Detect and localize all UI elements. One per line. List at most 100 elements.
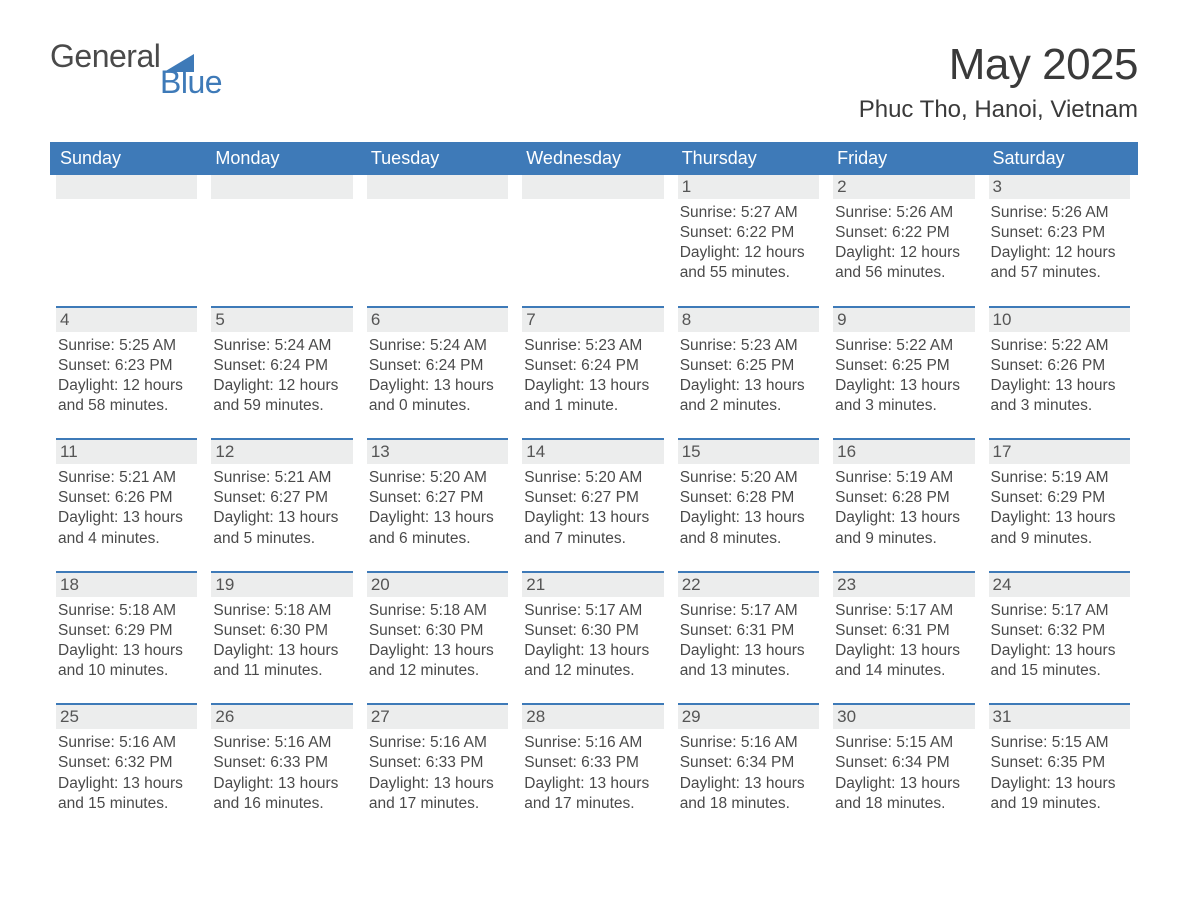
day-details: Sunrise: 5:16 AMSunset: 6:33 PMDaylight:…: [522, 729, 663, 814]
daylight-text: Daylight: 13 hours and 12 minutes.: [524, 641, 661, 681]
daylight-text: Daylight: 13 hours and 1 minute.: [524, 376, 661, 416]
day-details: Sunrise: 5:18 AMSunset: 6:30 PMDaylight:…: [211, 597, 352, 682]
sunrise-text: Sunrise: 5:17 AM: [991, 601, 1128, 621]
sunset-text: Sunset: 6:27 PM: [369, 488, 506, 508]
daylight-text: Daylight: 13 hours and 17 minutes.: [524, 774, 661, 814]
daylight-text: Daylight: 13 hours and 6 minutes.: [369, 508, 506, 548]
day-number-strip: 8: [678, 306, 819, 332]
sunrise-text: Sunrise: 5:16 AM: [524, 733, 661, 753]
calendar-cell: [50, 175, 205, 306]
brand-logo: General Blue: [50, 40, 222, 98]
calendar-table: SundayMondayTuesdayWednesdayThursdayFrid…: [50, 142, 1138, 836]
day-number-strip: 7: [522, 306, 663, 332]
day-number-strip: 9: [833, 306, 974, 332]
day-number-strip: 19: [211, 571, 352, 597]
daylight-text: Daylight: 13 hours and 9 minutes.: [835, 508, 972, 548]
calendar-cell: 4Sunrise: 5:25 AMSunset: 6:23 PMDaylight…: [50, 306, 205, 439]
daylight-text: Daylight: 13 hours and 7 minutes.: [524, 508, 661, 548]
daylight-text: Daylight: 13 hours and 15 minutes.: [991, 641, 1128, 681]
sunrise-text: Sunrise: 5:27 AM: [680, 203, 817, 223]
calendar-cell: [205, 175, 360, 306]
sunset-text: Sunset: 6:33 PM: [524, 753, 661, 773]
day-number-strip: 20: [367, 571, 508, 597]
sunset-text: Sunset: 6:27 PM: [524, 488, 661, 508]
sunset-text: Sunset: 6:23 PM: [991, 223, 1128, 243]
sunset-text: Sunset: 6:28 PM: [835, 488, 972, 508]
sunset-text: Sunset: 6:31 PM: [680, 621, 817, 641]
calendar-cell: 23Sunrise: 5:17 AMSunset: 6:31 PMDayligh…: [827, 571, 982, 704]
sunset-text: Sunset: 6:22 PM: [680, 223, 817, 243]
calendar-body: 1Sunrise: 5:27 AMSunset: 6:22 PMDaylight…: [50, 175, 1138, 836]
day-number-strip: [211, 175, 352, 199]
day-number-strip: 17: [989, 438, 1130, 464]
weekday-header: Friday: [827, 142, 982, 175]
day-number-strip: 14: [522, 438, 663, 464]
sunrise-text: Sunrise: 5:24 AM: [369, 336, 506, 356]
day-number-strip: 22: [678, 571, 819, 597]
calendar-cell: 25Sunrise: 5:16 AMSunset: 6:32 PMDayligh…: [50, 703, 205, 836]
sunrise-text: Sunrise: 5:20 AM: [680, 468, 817, 488]
day-number-strip: 29: [678, 703, 819, 729]
daylight-text: Daylight: 13 hours and 15 minutes.: [58, 774, 195, 814]
calendar-cell: 26Sunrise: 5:16 AMSunset: 6:33 PMDayligh…: [205, 703, 360, 836]
day-number-strip: 30: [833, 703, 974, 729]
day-details: Sunrise: 5:15 AMSunset: 6:34 PMDaylight:…: [833, 729, 974, 814]
daylight-text: Daylight: 13 hours and 12 minutes.: [369, 641, 506, 681]
calendar-cell: 1Sunrise: 5:27 AMSunset: 6:22 PMDaylight…: [672, 175, 827, 306]
daylight-text: Daylight: 13 hours and 0 minutes.: [369, 376, 506, 416]
daylight-text: Daylight: 13 hours and 9 minutes.: [991, 508, 1128, 548]
sunrise-text: Sunrise: 5:16 AM: [58, 733, 195, 753]
sunrise-text: Sunrise: 5:15 AM: [835, 733, 972, 753]
calendar-cell: 2Sunrise: 5:26 AMSunset: 6:22 PMDaylight…: [827, 175, 982, 306]
day-details: Sunrise: 5:17 AMSunset: 6:32 PMDaylight:…: [989, 597, 1130, 682]
day-number-strip: 12: [211, 438, 352, 464]
header-row: General Blue May 2025 Phuc Tho, Hanoi, V…: [50, 40, 1138, 124]
sunset-text: Sunset: 6:31 PM: [835, 621, 972, 641]
calendar-cell: 21Sunrise: 5:17 AMSunset: 6:30 PMDayligh…: [516, 571, 671, 704]
day-details: Sunrise: 5:25 AMSunset: 6:23 PMDaylight:…: [56, 332, 197, 417]
sunset-text: Sunset: 6:33 PM: [213, 753, 350, 773]
sunset-text: Sunset: 6:25 PM: [835, 356, 972, 376]
sunrise-text: Sunrise: 5:16 AM: [369, 733, 506, 753]
day-details: Sunrise: 5:26 AMSunset: 6:22 PMDaylight:…: [833, 199, 974, 284]
day-number-strip: 4: [56, 306, 197, 332]
daylight-text: Daylight: 13 hours and 2 minutes.: [680, 376, 817, 416]
day-number-strip: 5: [211, 306, 352, 332]
sunrise-text: Sunrise: 5:21 AM: [58, 468, 195, 488]
calendar-cell: 27Sunrise: 5:16 AMSunset: 6:33 PMDayligh…: [361, 703, 516, 836]
day-details: Sunrise: 5:16 AMSunset: 6:33 PMDaylight:…: [367, 729, 508, 814]
calendar-cell: 28Sunrise: 5:16 AMSunset: 6:33 PMDayligh…: [516, 703, 671, 836]
calendar-cell: 15Sunrise: 5:20 AMSunset: 6:28 PMDayligh…: [672, 438, 827, 571]
day-details: Sunrise: 5:27 AMSunset: 6:22 PMDaylight:…: [678, 199, 819, 284]
sunrise-text: Sunrise: 5:26 AM: [991, 203, 1128, 223]
sunset-text: Sunset: 6:24 PM: [369, 356, 506, 376]
sunrise-text: Sunrise: 5:24 AM: [213, 336, 350, 356]
sunset-text: Sunset: 6:22 PM: [835, 223, 972, 243]
day-details: Sunrise: 5:18 AMSunset: 6:29 PMDaylight:…: [56, 597, 197, 682]
weekday-header: Wednesday: [516, 142, 671, 175]
day-number-strip: 31: [989, 703, 1130, 729]
day-number-strip: 16: [833, 438, 974, 464]
sunrise-text: Sunrise: 5:19 AM: [835, 468, 972, 488]
sunset-text: Sunset: 6:33 PM: [369, 753, 506, 773]
day-number-strip: 3: [989, 175, 1130, 199]
calendar-week-row: 1Sunrise: 5:27 AMSunset: 6:22 PMDaylight…: [50, 175, 1138, 306]
day-number-strip: 13: [367, 438, 508, 464]
day-number-strip: 10: [989, 306, 1130, 332]
day-number-strip: [56, 175, 197, 199]
calendar-cell: 13Sunrise: 5:20 AMSunset: 6:27 PMDayligh…: [361, 438, 516, 571]
day-details: Sunrise: 5:19 AMSunset: 6:29 PMDaylight:…: [989, 464, 1130, 549]
calendar-cell: 16 Sunrise: 5:19 AMSunset: 6:28 PMDayligh…: [827, 438, 982, 571]
day-details: Sunrise: 5:15 AMSunset: 6:35 PMDaylight:…: [989, 729, 1130, 814]
title-block: May 2025 Phuc Tho, Hanoi, Vietnam: [859, 40, 1138, 124]
sunrise-text: Sunrise: 5:22 AM: [835, 336, 972, 356]
day-details: Sunrise: 5:20 AMSunset: 6:27 PMDaylight:…: [522, 464, 663, 549]
day-number-strip: [522, 175, 663, 199]
day-details: Sunrise: 5:16 AMSunset: 6:32 PMDaylight:…: [56, 729, 197, 814]
daylight-text: Daylight: 13 hours and 13 minutes.: [680, 641, 817, 681]
sunset-text: Sunset: 6:26 PM: [58, 488, 195, 508]
daylight-text: Daylight: 12 hours and 59 minutes.: [213, 376, 350, 416]
sunset-text: Sunset: 6:34 PM: [835, 753, 972, 773]
day-number-strip: 26: [211, 703, 352, 729]
daylight-text: Daylight: 13 hours and 3 minutes.: [835, 376, 972, 416]
